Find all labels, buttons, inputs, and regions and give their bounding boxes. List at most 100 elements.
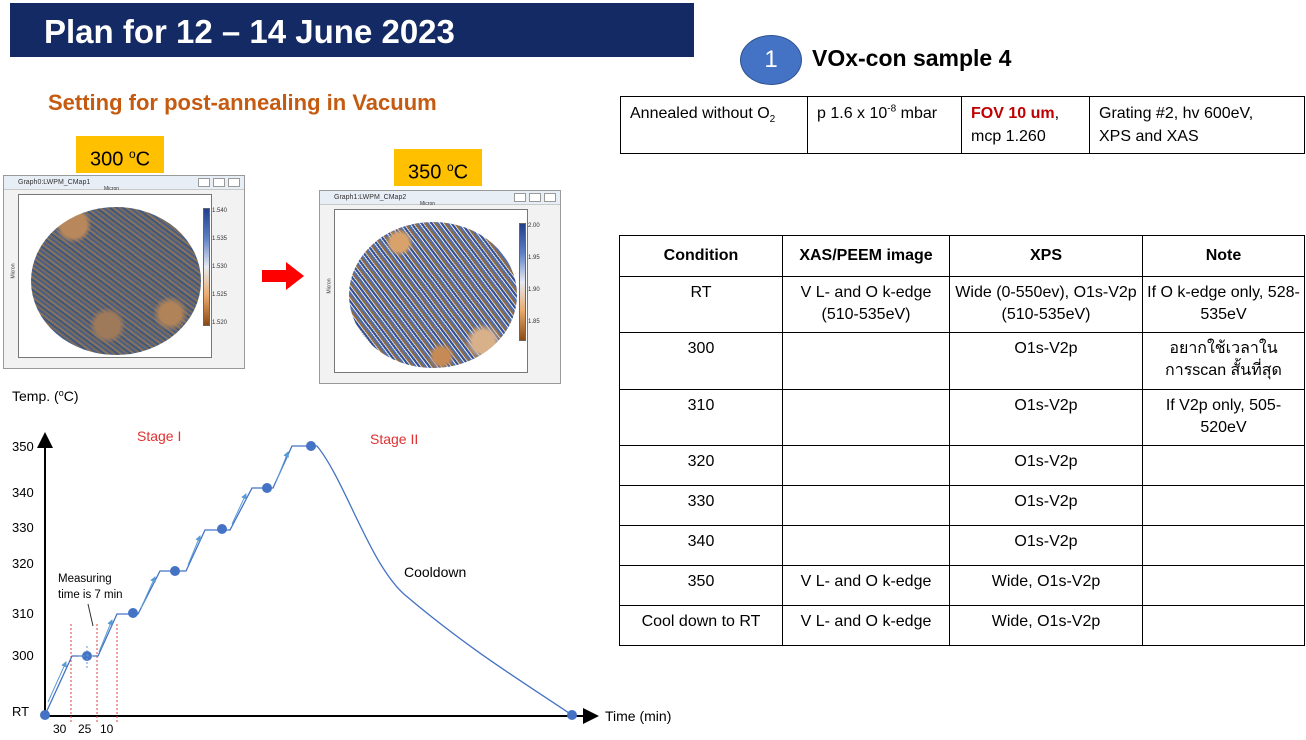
y-tick-label: 300 [12,648,34,663]
table-row: 350 V L- and O k-edge Wide, O1s-V2p [619,565,1305,606]
pressure-text: p 1.6 x 10 [817,105,888,122]
table-header-row: Condition XAS/PEEM image XPS Note [619,235,1305,277]
cell-note: If V2p only, 505-520eV [1142,389,1305,446]
title-bar: Plan for 12 – 14 June 2023 [10,3,694,57]
xps-xas-text: XPS and XAS [1099,128,1199,146]
profile-point [306,441,316,451]
cell-xps: O1s-V2p [949,389,1143,446]
map-window-300-titlebar[interactable]: Graph0:LWPM_CMap1 [4,176,244,190]
profile-point [128,608,138,618]
cell-xas: V L- and O k-edge (510-535eV) [782,276,950,333]
cell-condition: RT [619,276,783,333]
colorbar-tick: 2.00 [528,223,540,229]
condition-cell-anneal: Annealed without O2 [620,95,808,155]
map-plot-300 [18,194,212,358]
map-plot-350 [334,209,528,373]
cooldown-annotation: Cooldown [404,564,466,580]
maximize-icon[interactable] [529,193,541,202]
conditions-table: Annealed without O2 p 1.6 x 10-8 mbar FO… [620,95,1305,155]
temp-label-300: 300 oC [76,136,165,173]
condition-cell-grating: Grating #2, hv 600eV, XPS and XAS [1089,95,1305,155]
measuring-annotation: time is 7 min [58,589,123,601]
map-disc-300 [31,207,201,355]
map-window-350-titlebar[interactable]: Graph1:LWPM_CMap2 [320,191,560,205]
colorbar-tick: 1.530 [212,264,228,270]
y-tick-label: 330 [12,520,34,535]
y-tick-label: 350 [12,439,34,454]
temp-label-350-unit: C [453,161,469,184]
cell-xps: O1s-V2p [949,525,1143,566]
comma: , [1054,105,1060,122]
cell-condition: Cool down to RT [619,605,783,646]
colorbar-tick: 1.95 [528,255,540,261]
condition-cell-pressure: p 1.6 x 10-8 mbar [807,95,962,155]
minimize-icon[interactable] [514,193,526,202]
sample-number-badge: 1 [740,35,802,85]
map-window-350[interactable]: Graph1:LWPM_CMap2 Micron Micron 2.00 1.9… [319,190,561,384]
hold-indicators [79,646,95,668]
stage-label: Stage I [137,428,181,444]
profile-point [262,483,272,493]
cell-condition: 330 [619,485,783,526]
degree-symbol: o [446,160,454,174]
profile-point [217,524,227,534]
y-tick-label: 320 [12,556,34,571]
top-axis-label: Micron [104,186,120,192]
cell-condition: 310 [619,389,783,446]
cell-xps: O1s-V2p [949,332,1143,390]
cell-xas [782,332,950,390]
red-arrow-icon [262,262,304,290]
colorbar-tick: 1.520 [212,320,228,326]
cell-note [1142,565,1305,606]
x-interval-label: 30 [53,722,67,736]
column-header: XAS/PEEM image [782,235,950,277]
setting-title: Setting for post-annealing in Vacuum [48,90,437,115]
cell-note: If O k-edge only, 528-535eV [1142,276,1305,333]
maximize-icon[interactable] [213,178,225,187]
cell-xas [782,485,950,526]
cell-note [1142,485,1305,526]
profile-point [40,710,50,720]
colorbar-tick: 1.90 [528,287,540,293]
temperature-profile-line [44,445,573,716]
table-row: 340 O1s-V2p [619,525,1305,566]
colorbar-tick: 1.535 [212,236,228,242]
cell-condition: 300 [619,332,783,390]
measuring-annotation: Measuring [58,573,112,585]
cell-xas: V L- and O k-edge [782,605,950,646]
plan-table: Condition XAS/PEEM image XPS Note RT V L… [619,235,1305,646]
table-row: 300 O1s-V2p อยากใช้เวลาในการscan สั้นที่… [619,332,1305,390]
close-icon[interactable] [228,178,240,187]
fov-text: FOV 10 um [971,105,1055,122]
y-tick-label: 310 [12,606,34,621]
cell-xas [782,389,950,446]
cell-xas [782,525,950,566]
map-window-300[interactable]: Graph0:LWPM_CMap1 Micron Micron 1.540 1.… [3,175,245,369]
x-axis-label: Time (min) [605,708,671,724]
column-header: Condition [619,235,783,277]
profile-point [170,566,180,576]
side-axis-label: Micron [326,278,333,294]
ramp-arrows [47,451,289,703]
pressure-unit: mbar [896,105,938,122]
temp-label-300-unit: C [135,148,151,171]
close-icon[interactable] [544,193,556,202]
minimize-icon[interactable] [198,178,210,187]
profile-point [567,710,577,720]
top-axis-label: Micron [420,201,436,207]
colorbar-tick: 1.85 [528,319,540,325]
table-row: 320 O1s-V2p [619,445,1305,486]
cell-xps: O1s-V2p [949,485,1143,526]
column-header: Note [1142,235,1305,277]
condition-cell-fov: FOV 10 um, mcp 1.260 [961,95,1090,155]
table-row: RT V L- and O k-edge (510-535eV) Wide (0… [619,276,1305,333]
table-row: Annealed without O2 p 1.6 x 10-8 mbar FO… [620,95,1305,155]
temp-label-350-value: 350 [408,161,442,184]
x-interval-label: 25 [78,722,92,736]
table-row: Cool down to RT V L- and O k-edge Wide, … [619,605,1305,646]
page-title: Plan for 12 – 14 June 2023 [44,13,455,50]
cell-note [1142,525,1305,566]
cell-xps: Wide, O1s-V2p [949,565,1143,606]
column-header: XPS [949,235,1143,277]
anneal-text: Annealed without O [630,105,770,122]
